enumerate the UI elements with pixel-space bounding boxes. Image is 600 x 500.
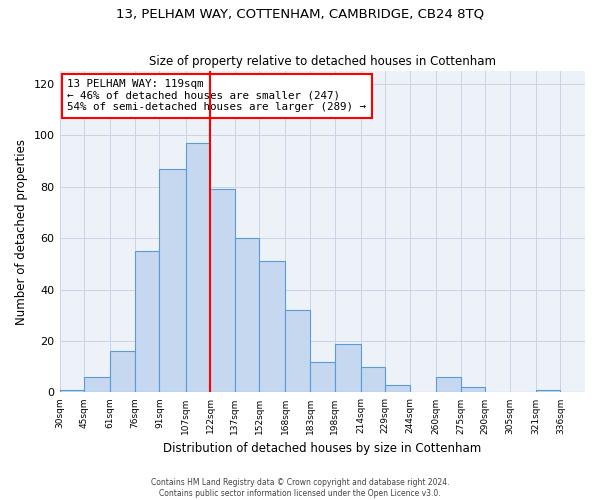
Bar	[259, 262, 286, 392]
Bar	[335, 344, 361, 392]
Bar	[160, 169, 185, 392]
Text: 13 PELHAM WAY: 119sqm
← 46% of detached houses are smaller (247)
54% of semi-det: 13 PELHAM WAY: 119sqm ← 46% of detached …	[67, 79, 367, 112]
Bar	[286, 310, 310, 392]
Text: 13, PELHAM WAY, COTTENHAM, CAMBRIDGE, CB24 8TQ: 13, PELHAM WAY, COTTENHAM, CAMBRIDGE, CB…	[116, 8, 484, 20]
Bar	[536, 390, 560, 392]
Text: Contains HM Land Registry data © Crown copyright and database right 2024.
Contai: Contains HM Land Registry data © Crown c…	[151, 478, 449, 498]
Title: Size of property relative to detached houses in Cottenham: Size of property relative to detached ho…	[149, 56, 496, 68]
Bar	[210, 190, 235, 392]
Bar	[385, 384, 410, 392]
Bar	[361, 366, 385, 392]
Bar	[110, 352, 135, 393]
Bar	[310, 362, 335, 392]
Bar	[59, 390, 84, 392]
Bar	[461, 388, 485, 392]
Bar	[235, 238, 259, 392]
Bar	[436, 377, 461, 392]
X-axis label: Distribution of detached houses by size in Cottenham: Distribution of detached houses by size …	[163, 442, 481, 455]
Y-axis label: Number of detached properties: Number of detached properties	[15, 138, 28, 324]
Bar	[185, 143, 210, 392]
Bar	[135, 251, 160, 392]
Bar	[84, 377, 110, 392]
